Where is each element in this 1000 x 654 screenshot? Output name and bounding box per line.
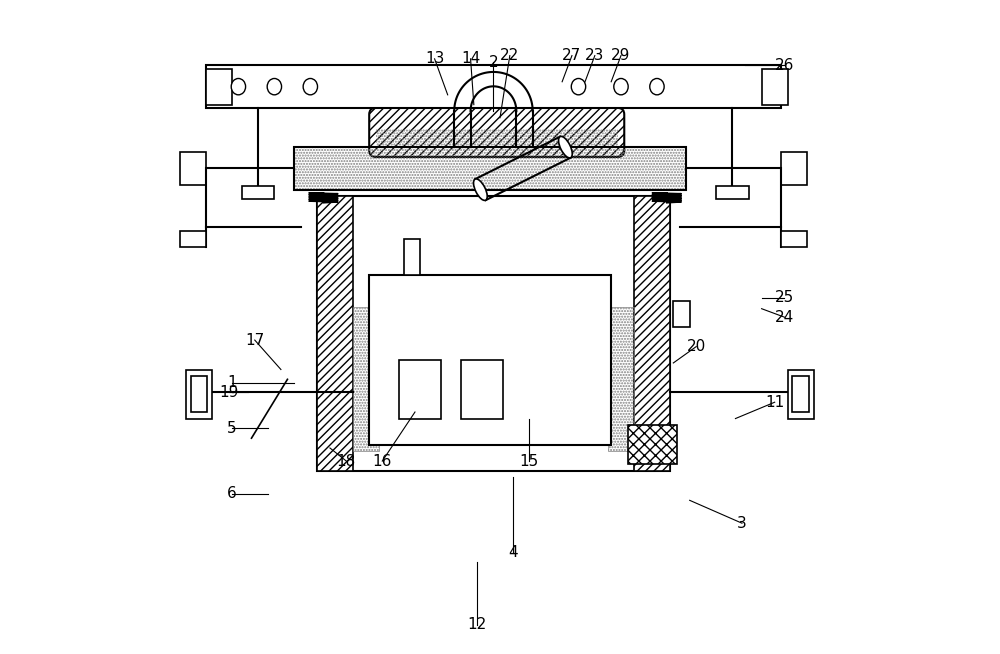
Bar <box>191 376 207 412</box>
Bar <box>634 196 670 471</box>
Ellipse shape <box>650 78 664 95</box>
Text: 23: 23 <box>585 48 605 63</box>
Bar <box>461 360 503 419</box>
Text: 29: 29 <box>611 48 631 63</box>
Bar <box>404 239 420 275</box>
Bar <box>781 152 807 185</box>
Bar <box>788 370 814 419</box>
Ellipse shape <box>571 78 586 95</box>
Bar <box>317 196 670 471</box>
Bar <box>206 69 232 105</box>
Bar <box>762 69 788 105</box>
Bar <box>206 65 781 108</box>
Ellipse shape <box>231 78 246 95</box>
Bar <box>294 147 686 190</box>
Bar <box>608 307 634 451</box>
Text: 1: 1 <box>227 375 237 390</box>
Text: 2: 2 <box>489 55 498 69</box>
Bar <box>180 231 206 247</box>
Text: 20: 20 <box>687 339 706 354</box>
Text: 25: 25 <box>775 290 794 305</box>
Text: 26: 26 <box>775 58 794 73</box>
Text: 3: 3 <box>737 516 747 530</box>
Text: 4: 4 <box>508 545 518 560</box>
Bar <box>294 147 686 190</box>
Text: 16: 16 <box>373 454 392 468</box>
Text: 24: 24 <box>775 310 794 324</box>
Bar <box>399 360 441 419</box>
Text: 5: 5 <box>227 421 237 436</box>
Bar <box>186 370 212 419</box>
Ellipse shape <box>474 179 487 200</box>
Text: 19: 19 <box>219 385 238 400</box>
Bar <box>180 152 206 185</box>
Text: 6: 6 <box>227 487 237 501</box>
Text: 17: 17 <box>245 333 264 347</box>
Bar <box>673 301 690 327</box>
Bar <box>781 231 807 247</box>
Ellipse shape <box>303 78 318 95</box>
Bar <box>628 425 677 464</box>
Bar <box>242 186 274 199</box>
FancyBboxPatch shape <box>369 108 624 157</box>
Text: 22: 22 <box>500 48 519 63</box>
Text: 14: 14 <box>461 52 480 66</box>
Text: 18: 18 <box>337 454 356 468</box>
Bar <box>317 196 353 471</box>
Text: 12: 12 <box>467 617 487 632</box>
Text: 13: 13 <box>425 52 444 66</box>
Bar <box>382 65 605 108</box>
Ellipse shape <box>267 78 282 95</box>
Bar <box>792 376 809 412</box>
Bar <box>716 186 749 199</box>
Bar <box>376 129 618 147</box>
Bar <box>369 275 611 445</box>
Text: 11: 11 <box>765 395 784 409</box>
Ellipse shape <box>614 78 628 95</box>
Bar <box>353 307 379 451</box>
Ellipse shape <box>559 137 572 158</box>
Text: 15: 15 <box>520 454 539 468</box>
Text: 27: 27 <box>562 48 582 63</box>
